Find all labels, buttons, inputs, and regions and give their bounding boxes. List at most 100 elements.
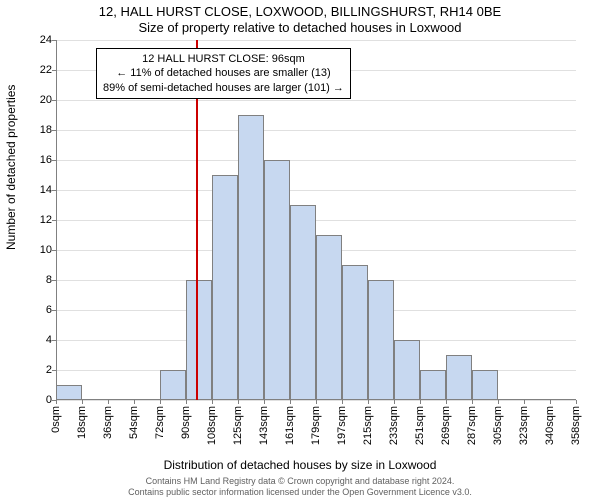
- xtick-label: 143sqm: [258, 406, 270, 445]
- xtick-mark: [524, 400, 525, 404]
- ytick-label: 0: [36, 394, 52, 406]
- y-axis-label: Number of detached properties: [4, 85, 18, 250]
- ytick-label: 18: [36, 124, 52, 136]
- xtick-label: 323sqm: [518, 406, 530, 445]
- xtick-label: 125sqm: [232, 406, 244, 445]
- xtick-mark: [498, 400, 499, 404]
- ytick-label: 8: [36, 274, 52, 286]
- ytick-mark: [52, 190, 56, 191]
- histogram-bar: [56, 385, 82, 400]
- ytick-mark: [52, 250, 56, 251]
- xtick-label: 36sqm: [102, 406, 114, 439]
- xtick-mark: [368, 400, 369, 404]
- xtick-mark: [82, 400, 83, 404]
- gridline: [56, 40, 576, 41]
- xtick-mark: [238, 400, 239, 404]
- xtick-label: 90sqm: [180, 406, 192, 439]
- histogram-bar: [212, 175, 238, 400]
- xtick-mark: [576, 400, 577, 404]
- ytick-mark: [52, 100, 56, 101]
- ytick-label: 20: [36, 94, 52, 106]
- ytick-mark: [52, 280, 56, 281]
- histogram-bar: [290, 205, 316, 400]
- annotation-box: 12 HALL HURST CLOSE: 96sqm ← 11% of deta…: [96, 48, 351, 99]
- gridline: [56, 130, 576, 131]
- xtick-label: 269sqm: [440, 406, 452, 445]
- ytick-label: 10: [36, 244, 52, 256]
- ytick-mark: [52, 220, 56, 221]
- ytick-mark: [52, 130, 56, 131]
- histogram-bar: [394, 340, 420, 400]
- histogram-bar: [238, 115, 264, 400]
- xtick-mark: [108, 400, 109, 404]
- xtick-label: 305sqm: [492, 406, 504, 445]
- histogram-bar: [446, 355, 472, 400]
- annotation-line-2: ← 11% of detached houses are smaller (13…: [103, 66, 344, 80]
- xtick-label: 72sqm: [154, 406, 166, 439]
- xtick-mark: [446, 400, 447, 404]
- ytick-label: 22: [36, 64, 52, 76]
- xtick-label: 287sqm: [466, 406, 478, 445]
- histogram-bar: [264, 160, 290, 400]
- ytick-mark: [52, 70, 56, 71]
- ytick-mark: [52, 340, 56, 341]
- ytick-label: 24: [36, 34, 52, 46]
- title-line-1: 12, HALL HURST CLOSE, LOXWOOD, BILLINGSH…: [0, 4, 600, 19]
- annotation-line-1: 12 HALL HURST CLOSE: 96sqm: [103, 52, 344, 66]
- gridline: [56, 220, 576, 221]
- ytick-mark: [52, 40, 56, 41]
- footer-line-1: Contains HM Land Registry data © Crown c…: [0, 476, 600, 487]
- xtick-label: 179sqm: [310, 406, 322, 445]
- histogram-bar: [342, 265, 368, 400]
- xtick-label: 251sqm: [414, 406, 426, 445]
- plot-area: 12 HALL HURST CLOSE: 96sqm ← 11% of deta…: [56, 40, 576, 400]
- histogram-bar: [368, 280, 394, 400]
- ytick-mark: [52, 160, 56, 161]
- gridline: [56, 100, 576, 101]
- annotation-line-3: 89% of semi-detached houses are larger (…: [103, 81, 344, 95]
- footer-credits: Contains HM Land Registry data © Crown c…: [0, 476, 600, 498]
- ytick-label: 2: [36, 364, 52, 376]
- xtick-mark: [186, 400, 187, 404]
- xtick-label: 108sqm: [206, 406, 218, 445]
- histogram-bar: [420, 370, 446, 400]
- gridline: [56, 160, 576, 161]
- xtick-label: 215sqm: [362, 406, 374, 445]
- xtick-label: 54sqm: [128, 406, 140, 439]
- xtick-label: 0sqm: [50, 406, 62, 433]
- ytick-label: 12: [36, 214, 52, 226]
- histogram-bar: [316, 235, 342, 400]
- xtick-mark: [56, 400, 57, 404]
- x-axis-label: Distribution of detached houses by size …: [0, 458, 600, 472]
- ytick-mark: [52, 370, 56, 371]
- ytick-label: 4: [36, 334, 52, 346]
- histogram-bar: [472, 370, 498, 400]
- xtick-mark: [550, 400, 551, 404]
- ytick-mark: [52, 310, 56, 311]
- xtick-mark: [212, 400, 213, 404]
- xtick-mark: [472, 400, 473, 404]
- xtick-label: 197sqm: [336, 406, 348, 445]
- footer-line-2: Contains public sector information licen…: [0, 487, 600, 498]
- xtick-label: 233sqm: [388, 406, 400, 445]
- xtick-mark: [316, 400, 317, 404]
- y-axis: [56, 40, 57, 400]
- histogram-bar: [186, 280, 212, 400]
- histogram-bar: [160, 370, 186, 400]
- xtick-label: 358sqm: [570, 406, 582, 445]
- xtick-mark: [342, 400, 343, 404]
- xtick-label: 161sqm: [284, 406, 296, 445]
- xtick-mark: [394, 400, 395, 404]
- xtick-mark: [420, 400, 421, 404]
- ytick-label: 16: [36, 154, 52, 166]
- ytick-label: 14: [36, 184, 52, 196]
- chart-container: 12, HALL HURST CLOSE, LOXWOOD, BILLINGSH…: [0, 0, 600, 500]
- xtick-mark: [290, 400, 291, 404]
- xtick-label: 340sqm: [544, 406, 556, 445]
- title-line-2: Size of property relative to detached ho…: [0, 20, 600, 35]
- ytick-label: 6: [36, 304, 52, 316]
- xtick-mark: [264, 400, 265, 404]
- gridline: [56, 190, 576, 191]
- xtick-mark: [134, 400, 135, 404]
- xtick-mark: [160, 400, 161, 404]
